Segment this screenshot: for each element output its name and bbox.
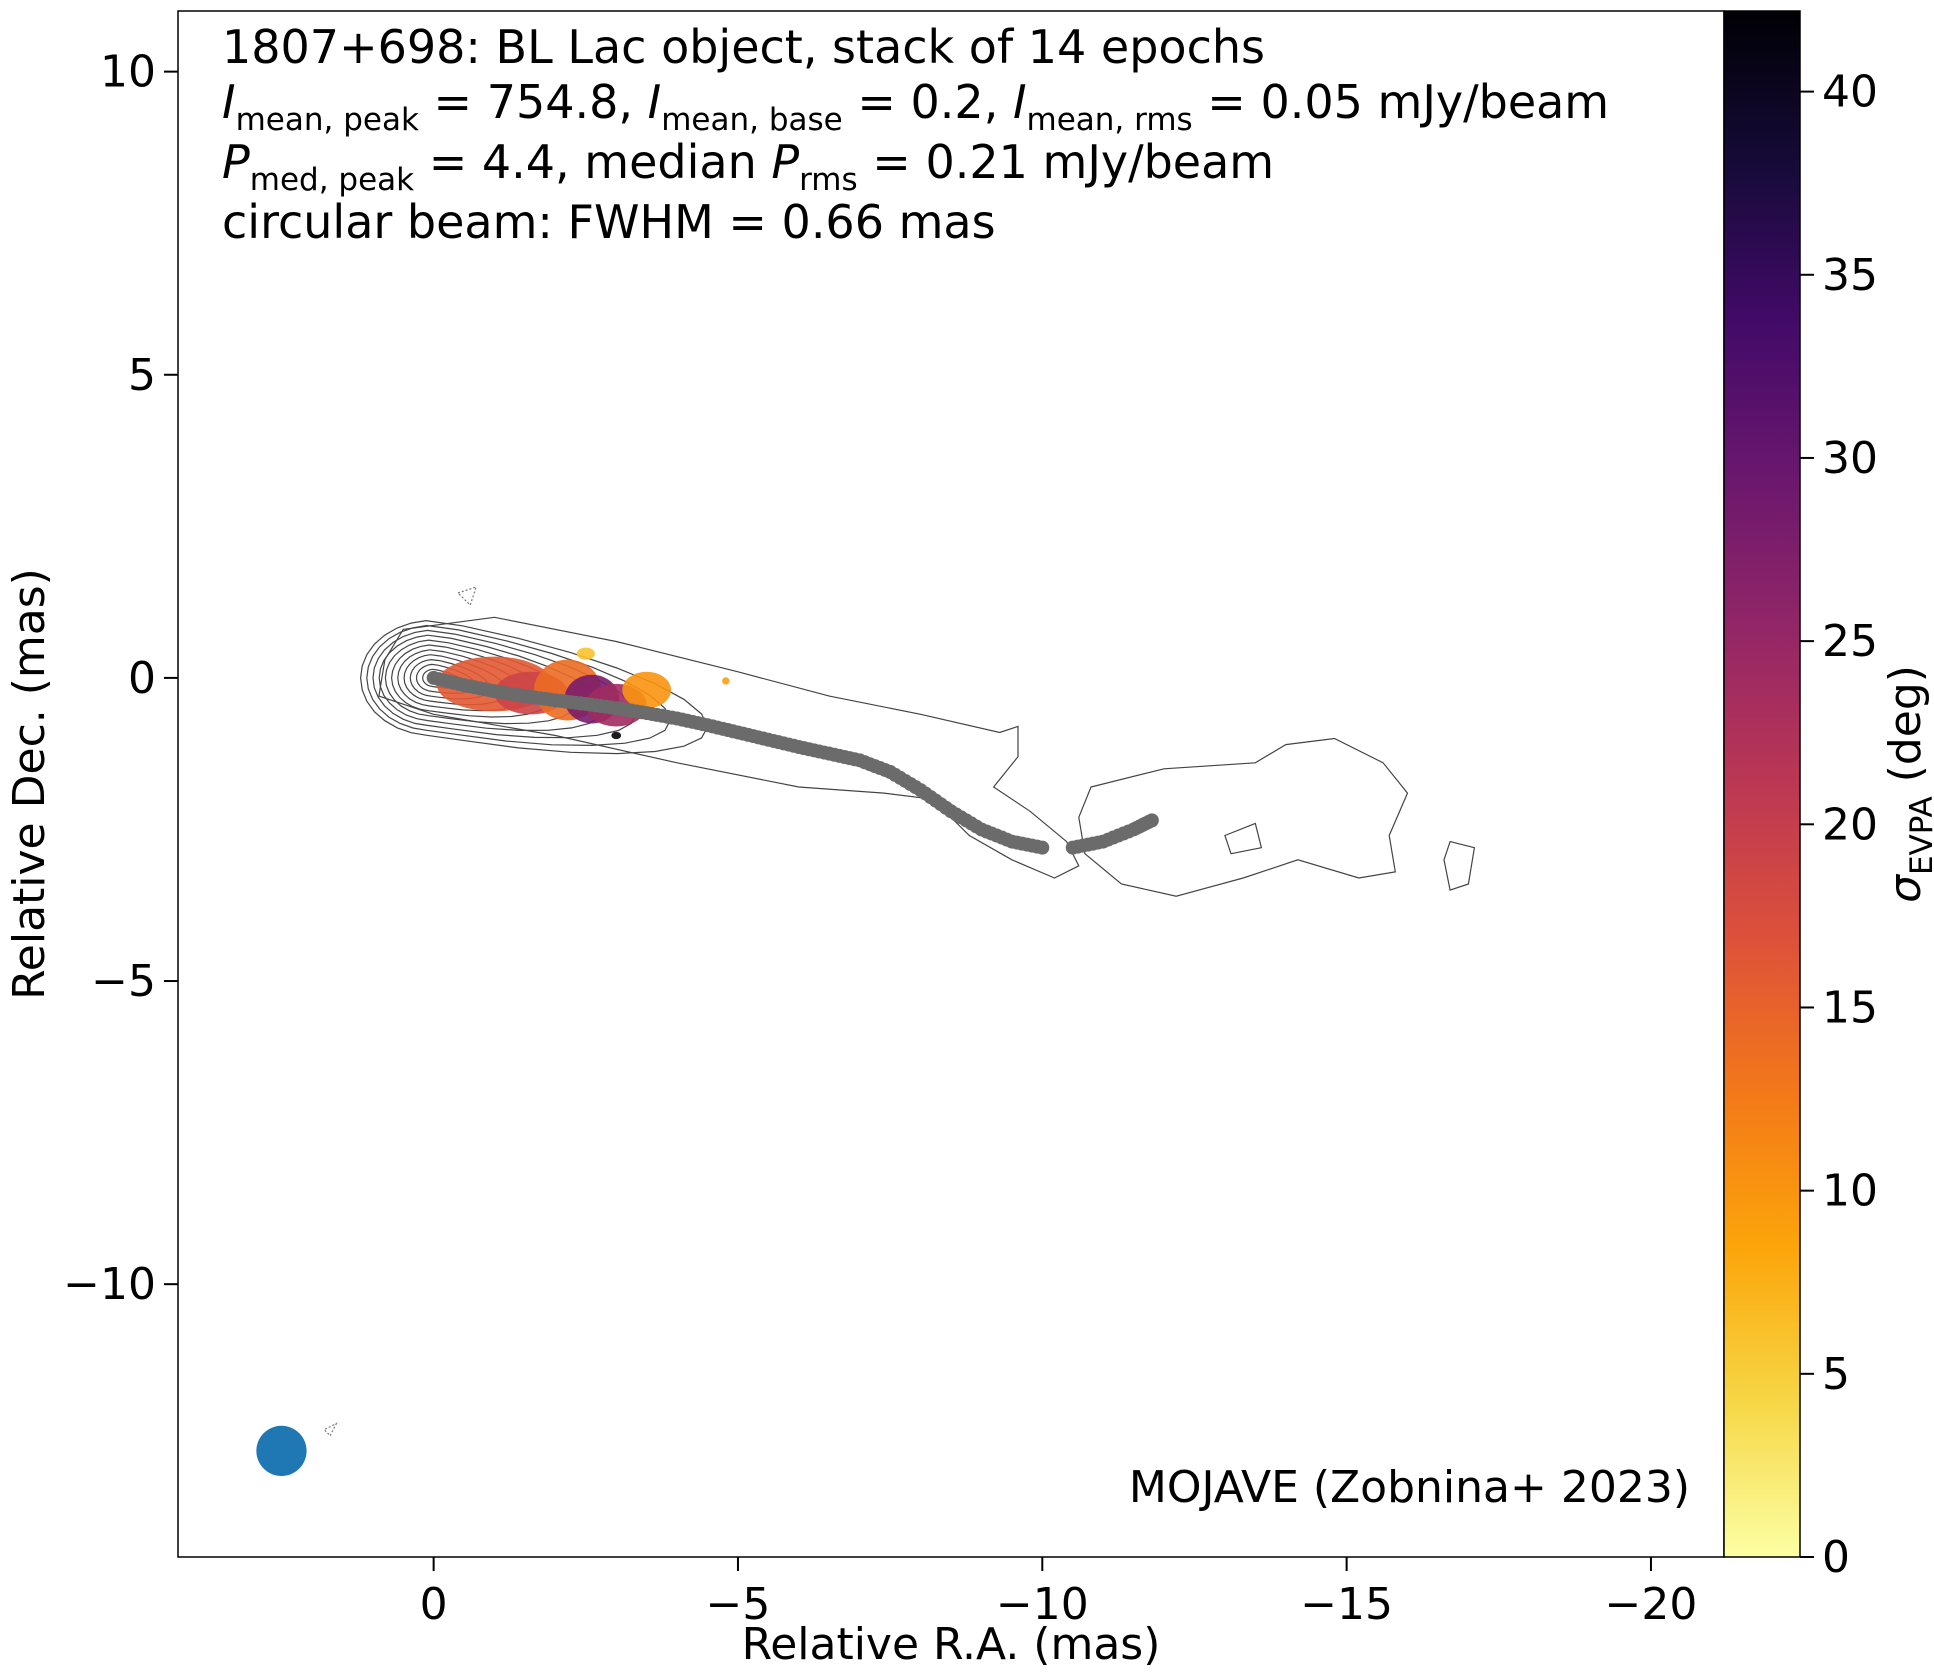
ridge-point (1035, 841, 1049, 855)
colorbar-tick-label: 25 (1822, 616, 1878, 667)
y-tick-label: 5 (128, 350, 156, 401)
colorbar-tick-label: 20 (1822, 799, 1878, 850)
polarization-patch (611, 732, 621, 739)
polarization-stack-figure: 1807+698: BL Lac object, stack of 14 epo… (0, 0, 1934, 1674)
colorbar-tick-label: 40 (1822, 67, 1878, 118)
y-tick-label: −10 (63, 1259, 156, 1310)
info-line-4: circular beam: FWHM = 0.66 mas (222, 195, 996, 249)
y-tick-label: −5 (91, 956, 156, 1007)
info-line-2: Imean, peak = 754.8, Imean, base = 0.2, … (222, 75, 1609, 138)
y-axis-title: Relative Dec. (mas) (4, 568, 55, 1000)
polarization-patch (622, 672, 671, 709)
colorbar-title: σEVPA (deg) (1880, 665, 1934, 903)
colorbar (1724, 11, 1800, 1557)
y-axis: 10 5 0 −5 −10 (63, 47, 178, 1311)
x-axis-title: Relative R.A. (mas) (742, 1619, 1161, 1670)
colorbar-axis: 0 5 10 15 20 25 30 35 40 (1800, 67, 1878, 1583)
beam-circle (256, 1426, 306, 1476)
colorbar-tick-label: 10 (1822, 1166, 1878, 1217)
colorbar-tick-label: 15 (1822, 982, 1878, 1033)
credit-label: MOJAVE (Zobnina+ 2023) (1129, 1462, 1690, 1513)
colorbar-tick-label: 0 (1822, 1532, 1850, 1583)
colorbar-tick-label: 5 (1822, 1349, 1850, 1400)
x-tick-label: 0 (420, 1579, 448, 1630)
y-tick-label: 10 (100, 47, 156, 98)
x-tick-label: −20 (1605, 1579, 1698, 1630)
colorbar-tick-label: 35 (1822, 250, 1878, 301)
colorbar-tick-label: 30 (1822, 433, 1878, 484)
info-line-1: 1807+698: BL Lac object, stack of 14 epo… (222, 20, 1265, 74)
polarization-patch (722, 677, 729, 684)
polarization-patch (577, 648, 595, 660)
x-tick-label: −15 (1300, 1579, 1393, 1630)
beam-marker (256, 1426, 306, 1476)
y-tick-label: 0 (128, 653, 156, 704)
ridge-point (1145, 813, 1159, 827)
